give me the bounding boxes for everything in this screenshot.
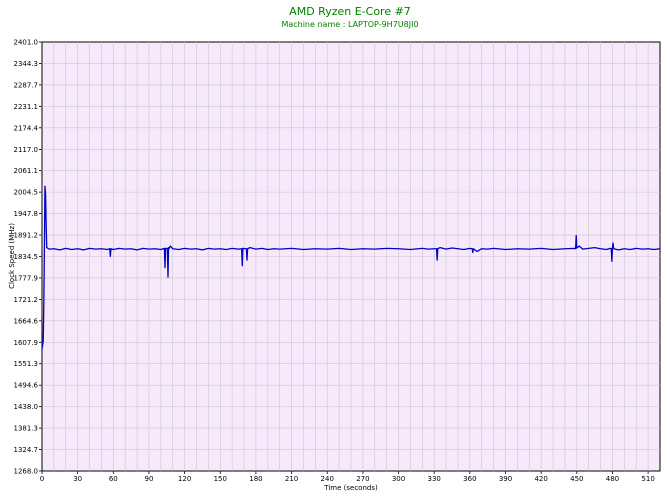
x-tick-label: 240 — [321, 475, 334, 483]
series-line-clock-speed — [41, 185, 661, 350]
y-tick-label: 2231.1 — [14, 103, 39, 111]
y-tick-label: 2401.0 — [14, 39, 39, 47]
y-tick-label: 2004.5 — [14, 189, 39, 197]
y-tick-label: 1438.0 — [14, 403, 39, 411]
y-tick-label: 2287.7 — [14, 81, 39, 89]
y-tick-label: 1721.2 — [14, 296, 39, 304]
y-tick-label: 1891.2 — [14, 232, 39, 240]
y-axis-label: Clock Speed (MHz) — [8, 223, 16, 289]
chart-title: AMD Ryzen E-Core #7 — [289, 5, 411, 18]
x-tick-label: 330 — [428, 475, 441, 483]
x-tick-label: 480 — [606, 475, 619, 483]
x-tick-label: 420 — [534, 475, 547, 483]
y-tick-label: 1324.7 — [14, 446, 39, 454]
x-tick-label: 90 — [145, 475, 154, 483]
x-tick-label: 60 — [109, 475, 118, 483]
y-tick-label: 1607.9 — [14, 339, 39, 347]
x-tick-label: 510 — [641, 475, 654, 483]
y-tick-label: 1268.0 — [14, 468, 39, 476]
x-tick-label: 0 — [40, 475, 44, 483]
y-tick-label: 1777.9 — [14, 274, 39, 282]
x-tick-label: 300 — [392, 475, 405, 483]
y-tick-label: 1381.3 — [14, 425, 39, 433]
y-tick-label: 2061.1 — [14, 167, 39, 175]
x-tick-label: 210 — [285, 475, 298, 483]
x-tick-label: 150 — [214, 475, 227, 483]
x-tick-label: 360 — [463, 475, 476, 483]
x-tick-label: 120 — [178, 475, 191, 483]
y-tick-label: 2174.4 — [14, 124, 39, 132]
x-tick-label: 30 — [73, 475, 82, 483]
x-axis-label: Time (seconds) — [323, 484, 378, 492]
y-tick-label: 1664.6 — [14, 317, 39, 325]
chart-subtitle: Machine name : LAPTOP-9H7U8JI0 — [281, 20, 418, 29]
series-layer — [41, 185, 661, 350]
y-tick-label: 2117.0 — [14, 146, 39, 154]
x-tick-label: 390 — [499, 475, 512, 483]
y-tick-label: 1494.6 — [14, 382, 39, 390]
x-axis-ticks: 0 30 60 90 120 150 180 210 240 270 300 330 360 390 420… — [40, 471, 655, 483]
y-tick-label: 1551.3 — [14, 360, 39, 368]
x-tick-label: 450 — [570, 475, 583, 483]
x-tick-label: 270 — [356, 475, 369, 483]
y-tick-label: 1947.8 — [14, 210, 39, 218]
y-tick-label: 1834.5 — [14, 253, 39, 261]
y-tick-label: 2344.3 — [14, 60, 39, 68]
x-tick-label: 180 — [249, 475, 262, 483]
grid-lines — [42, 42, 660, 471]
y-axis-ticks: 2401.0 2344.3 2287.7 2231.1 2174.4 2117.0 2061… — [14, 39, 42, 476]
